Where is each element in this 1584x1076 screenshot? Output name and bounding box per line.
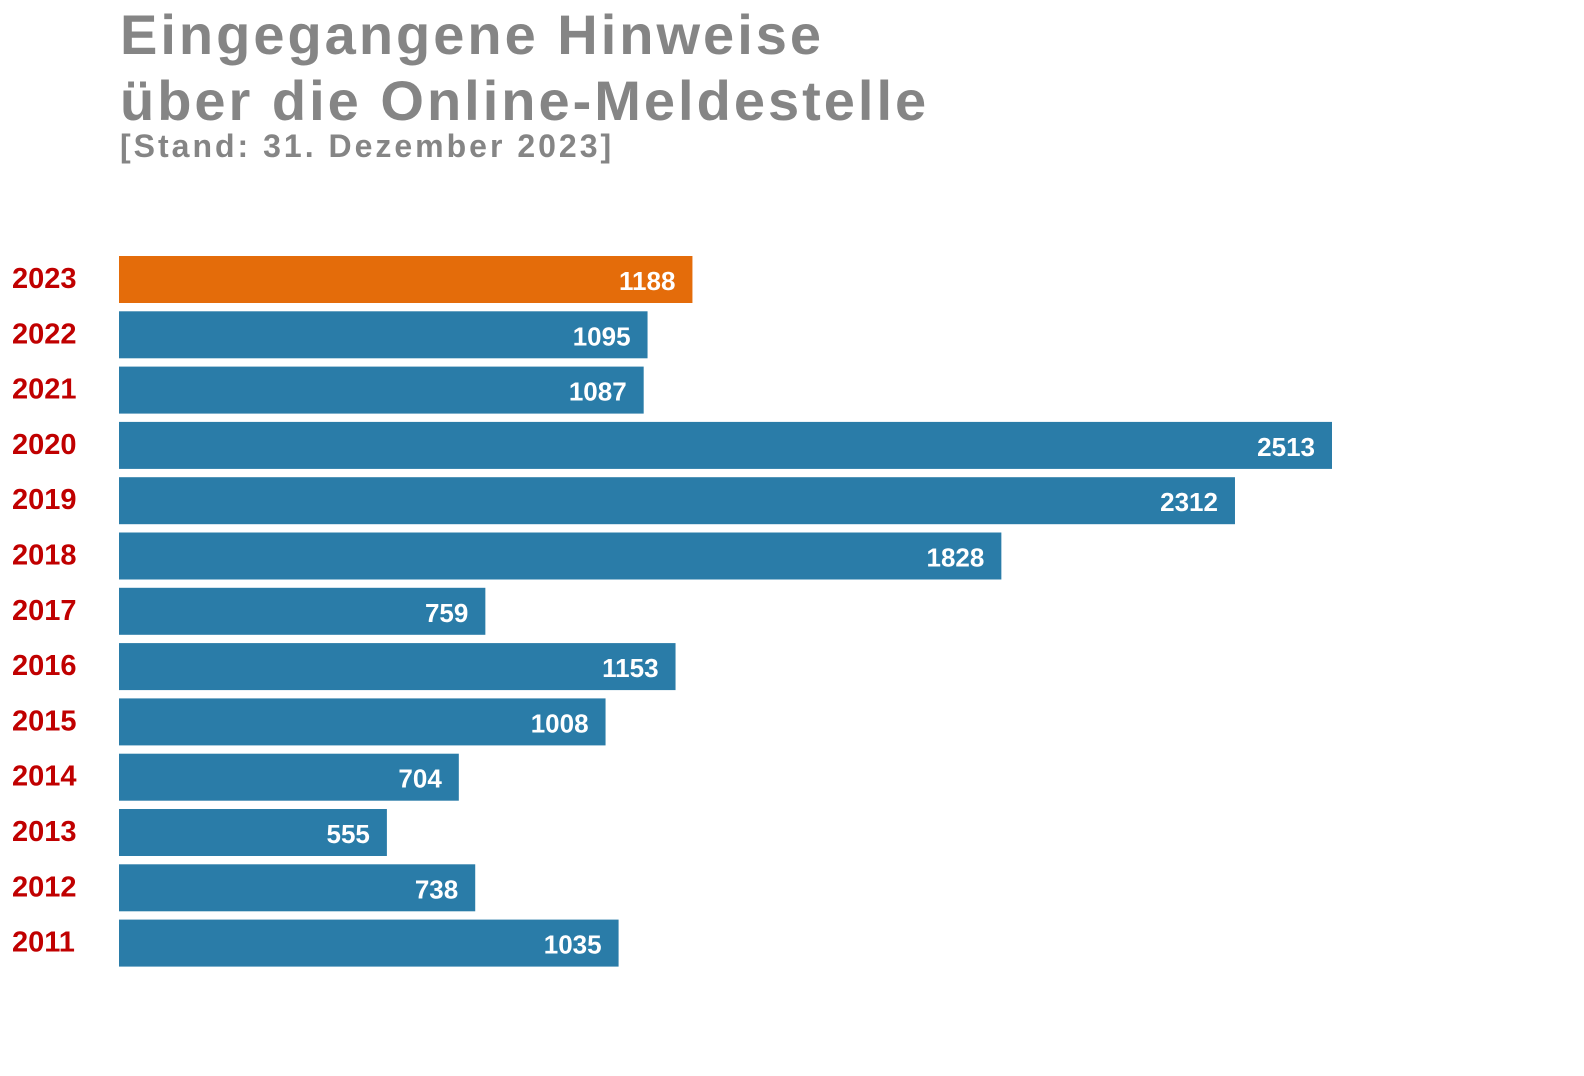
bar-2015 bbox=[119, 698, 606, 746]
chart-title: Eingegangene Hinweise über die Online-Me… bbox=[120, 2, 929, 134]
chart-subtitle: [Stand: 31. Dezember 2023] bbox=[120, 128, 615, 164]
bar-2018 bbox=[119, 532, 1002, 580]
value-label-2013: 555 bbox=[327, 819, 370, 849]
value-label-2021: 1087 bbox=[569, 377, 627, 407]
bar-2017 bbox=[119, 587, 486, 635]
year-label-2020: 2020 bbox=[12, 429, 77, 461]
bar-group-2011: 2011 1035 bbox=[12, 919, 619, 967]
bar-group-2020: 2020 2513 bbox=[12, 421, 1332, 469]
bar-2013 bbox=[119, 809, 387, 856]
value-label-2017: 759 bbox=[425, 598, 468, 628]
year-label-2021: 2021 bbox=[12, 374, 77, 406]
value-label-2023: 1188 bbox=[619, 266, 675, 296]
bar-2020 bbox=[119, 421, 1332, 469]
bar-2019 bbox=[119, 477, 1235, 525]
year-label-2019: 2019 bbox=[12, 484, 77, 516]
bar-2014 bbox=[119, 753, 459, 801]
value-label-2022: 1095 bbox=[573, 321, 631, 351]
value-label-2012: 738 bbox=[415, 874, 458, 904]
value-label-2020: 2513 bbox=[1257, 432, 1315, 462]
bar-group-2012: 2012 738 bbox=[12, 864, 476, 912]
value-label-2014: 704 bbox=[398, 764, 442, 794]
year-label-2012: 2012 bbox=[12, 871, 77, 903]
bar-2022 bbox=[119, 311, 648, 359]
bar-group-2023: 2023 1188 bbox=[12, 256, 693, 303]
bar-2016 bbox=[119, 643, 676, 691]
year-label-2022: 2022 bbox=[12, 318, 77, 350]
bar-2011 bbox=[119, 919, 619, 967]
bar-2012 bbox=[119, 864, 476, 912]
year-label-2015: 2015 bbox=[12, 705, 77, 737]
title-line-2: über die Online-Meldestelle bbox=[120, 69, 930, 132]
value-label-2016: 1153 bbox=[602, 653, 658, 683]
year-label-2014: 2014 bbox=[12, 761, 77, 793]
bar-group-2018: 2018 1828 bbox=[12, 532, 1002, 580]
year-label-2018: 2018 bbox=[12, 540, 77, 572]
value-label-2011: 1035 bbox=[544, 930, 602, 960]
title-line-1: Eingegangene Hinweise bbox=[120, 3, 825, 66]
bar-group-2014: 2014 704 bbox=[12, 753, 459, 801]
year-label-2017: 2017 bbox=[12, 595, 77, 627]
bar-group-2022: 2022 1095 bbox=[12, 311, 648, 359]
value-label-2015: 1008 bbox=[531, 708, 589, 738]
year-label-2016: 2016 bbox=[12, 650, 77, 682]
value-label-2018: 1828 bbox=[927, 543, 985, 573]
bar-2023 bbox=[119, 256, 693, 303]
value-label-2019: 2312 bbox=[1160, 487, 1218, 517]
bar-2021 bbox=[119, 366, 644, 414]
bar-group-2016: 2016 1153 bbox=[12, 643, 676, 691]
year-label-2013: 2013 bbox=[12, 816, 77, 848]
bar-group-2019: 2019 2312 bbox=[12, 477, 1235, 525]
year-label-2011: 2011 bbox=[12, 927, 75, 959]
bar-group-2013: 2013 555 bbox=[12, 809, 387, 856]
year-label-2023: 2023 bbox=[12, 263, 77, 295]
bar-group-2021: 2021 1087 bbox=[12, 366, 644, 414]
bar-group-2015: 2015 1008 bbox=[12, 698, 606, 746]
bar-group-2017: 2017 759 bbox=[12, 587, 486, 635]
